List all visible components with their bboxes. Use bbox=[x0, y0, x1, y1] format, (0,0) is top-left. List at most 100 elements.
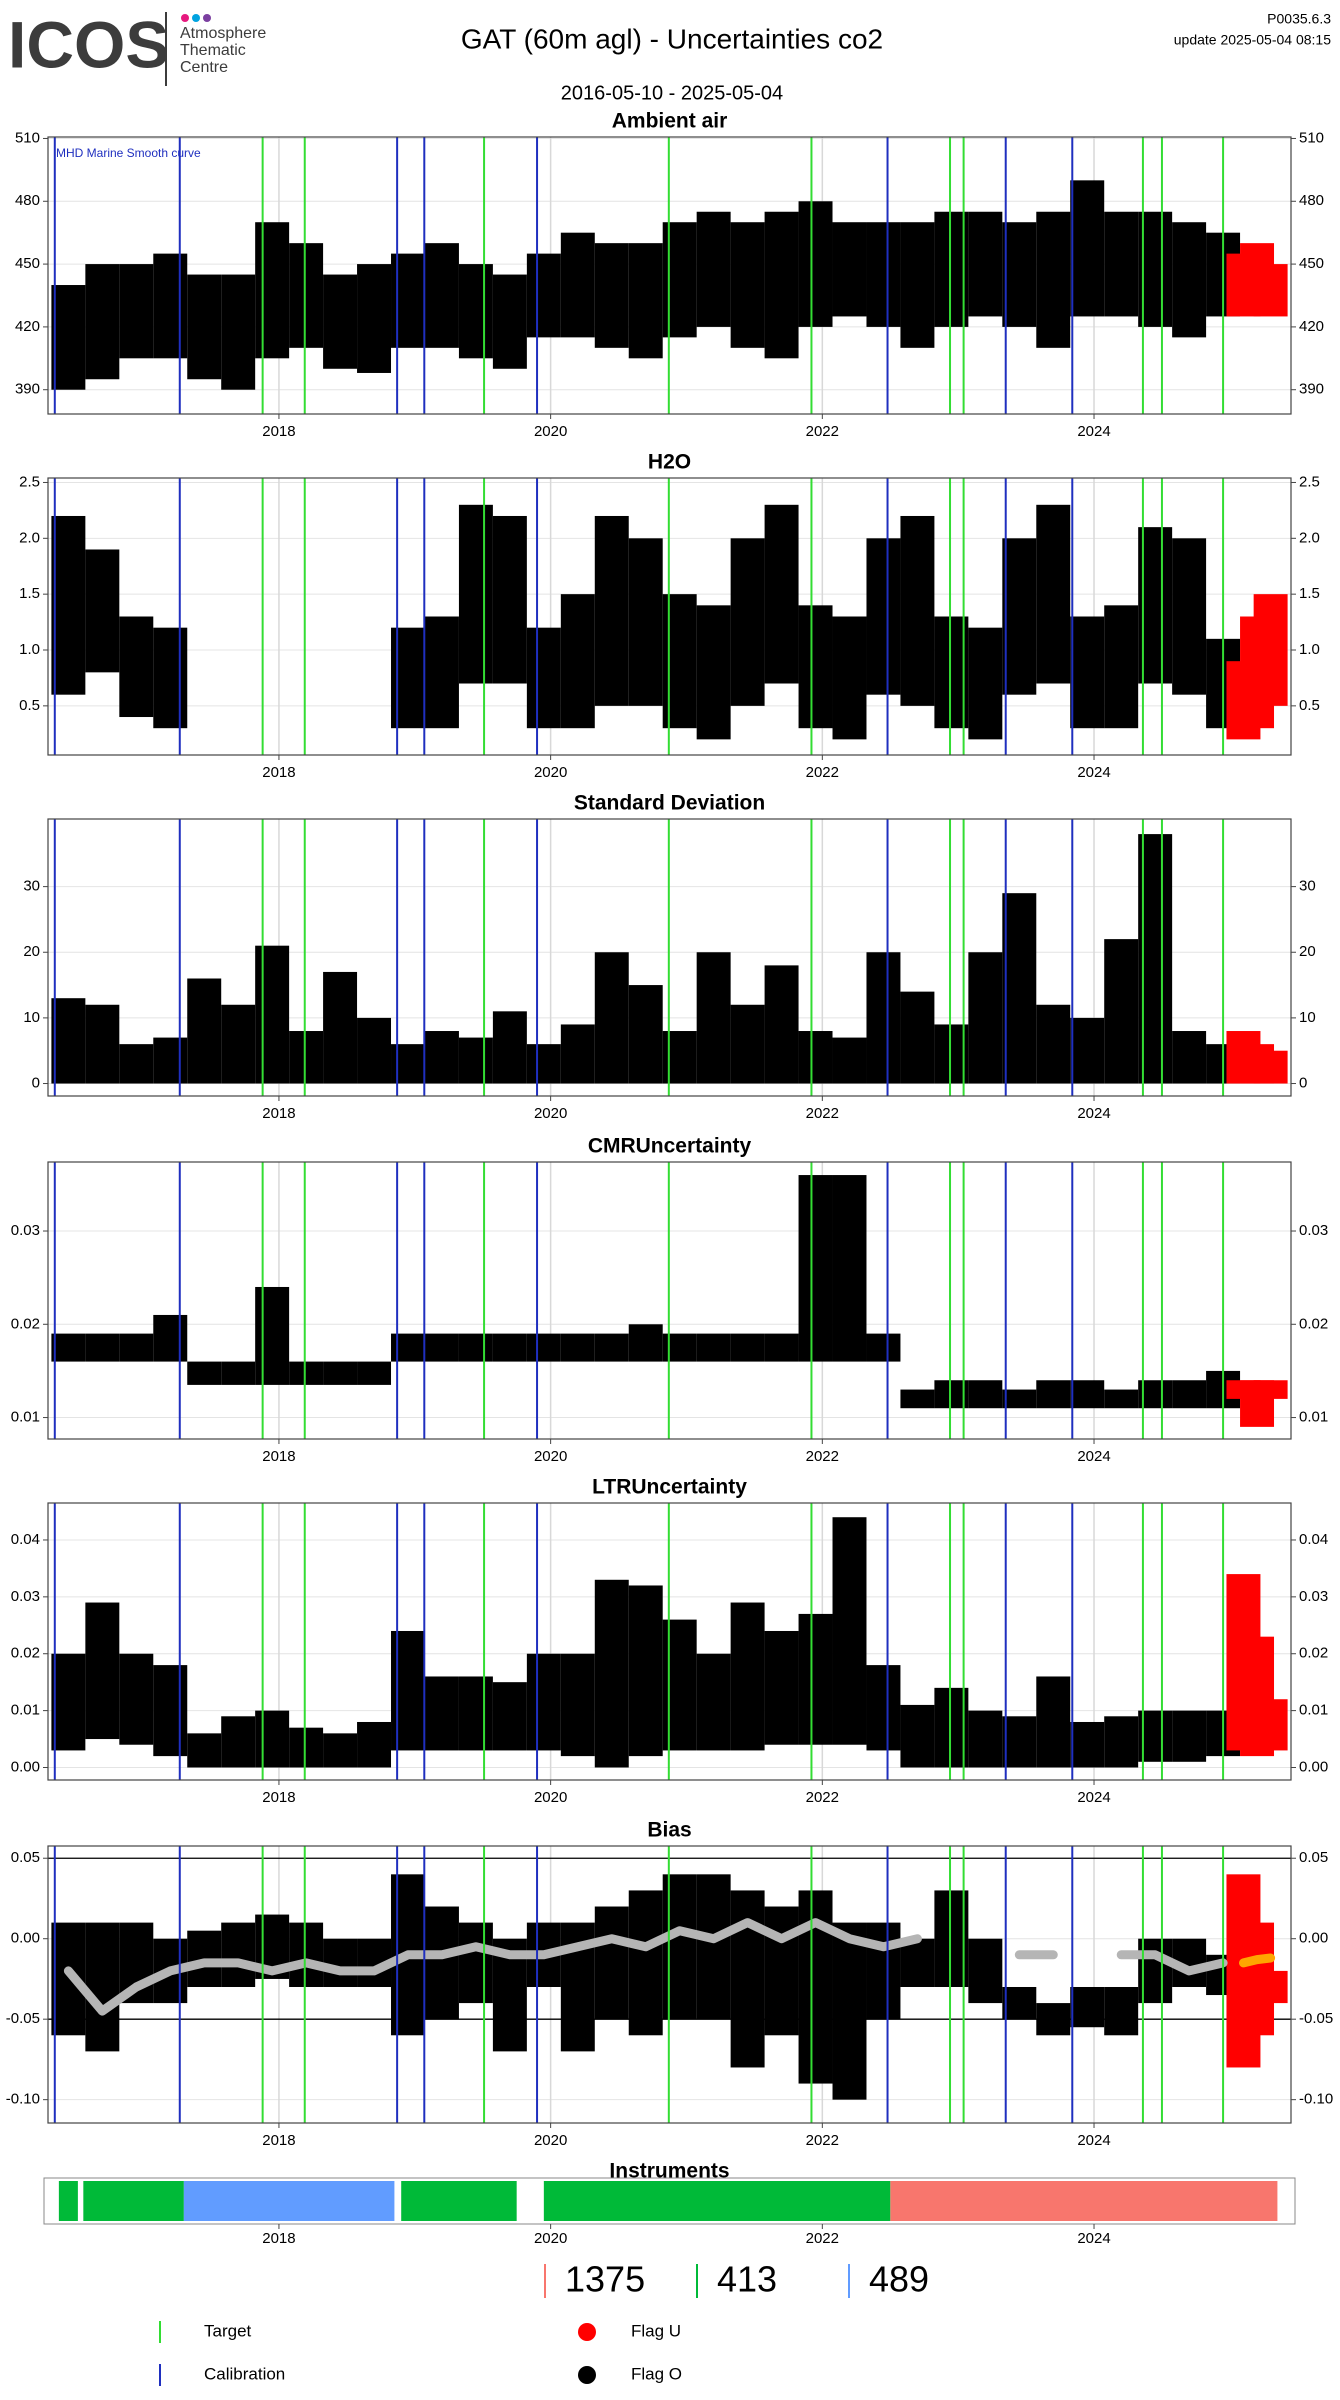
data-range bbox=[187, 1733, 222, 1768]
data-range bbox=[323, 1733, 358, 1768]
data-range bbox=[594, 1906, 629, 2020]
data-range bbox=[1253, 1050, 1288, 1084]
data-range bbox=[221, 274, 256, 390]
data-range bbox=[85, 264, 120, 380]
data-range bbox=[51, 1653, 86, 1751]
y2-tick-label: 0.04 bbox=[1299, 1531, 1328, 1548]
data-range bbox=[594, 952, 629, 1084]
instrument-period bbox=[83, 2181, 184, 2221]
logo-org: Centre bbox=[180, 59, 228, 76]
data-range bbox=[1253, 1380, 1288, 1399]
annotation: MHD Marine Smooth curve bbox=[56, 146, 201, 160]
y2-tick-label: 510 bbox=[1299, 129, 1324, 146]
x-tick-label: 2020 bbox=[534, 1105, 567, 1122]
y-tick-label: -0.10 bbox=[6, 2091, 40, 2108]
instrument-label: 489 bbox=[869, 2259, 929, 2300]
data-range bbox=[662, 1333, 697, 1362]
data-range bbox=[696, 1874, 731, 2020]
data-range bbox=[1070, 616, 1105, 729]
data-range bbox=[866, 1922, 901, 2020]
data-range bbox=[1036, 1676, 1071, 1768]
x-tick-label: 2018 bbox=[262, 1105, 295, 1122]
data-range bbox=[1002, 1716, 1037, 1768]
data-range bbox=[289, 243, 324, 348]
data-range bbox=[526, 627, 561, 729]
x-tick-label: 2018 bbox=[262, 423, 295, 440]
y-tick-label: 0.02 bbox=[11, 1645, 40, 1662]
data-range bbox=[968, 627, 1003, 740]
plot-area bbox=[48, 478, 1291, 755]
data-range bbox=[1253, 264, 1288, 317]
y2-tick-label: 390 bbox=[1299, 381, 1324, 398]
plot-area bbox=[48, 1503, 1291, 1780]
panel-title: Bias bbox=[647, 1819, 691, 1842]
data-range bbox=[730, 222, 765, 348]
data-range bbox=[357, 1721, 392, 1768]
data-range bbox=[221, 1004, 256, 1084]
data-range bbox=[764, 504, 799, 684]
data-range bbox=[1172, 1031, 1207, 1084]
data-range bbox=[696, 952, 731, 1084]
data-range bbox=[255, 945, 290, 1084]
panel-frame bbox=[47, 1502, 1292, 1781]
data-range bbox=[866, 538, 901, 695]
data-range bbox=[662, 594, 697, 729]
data-range bbox=[628, 1324, 663, 1362]
smooth-line bbox=[1239, 1953, 1276, 1968]
data-range bbox=[798, 605, 833, 729]
data-range bbox=[900, 222, 935, 348]
data-range bbox=[357, 1017, 392, 1084]
data-range bbox=[424, 616, 459, 729]
data-range bbox=[628, 1585, 663, 1757]
data-range bbox=[424, 243, 459, 348]
data-range bbox=[1104, 211, 1139, 317]
y-tick-label: -0.05 bbox=[6, 2010, 40, 2027]
y2-tick-label: 1.5 bbox=[1299, 585, 1320, 602]
data-range bbox=[1002, 222, 1037, 327]
data-range bbox=[560, 1653, 595, 1757]
data-range bbox=[900, 991, 935, 1084]
data-range bbox=[968, 211, 1003, 317]
data-range bbox=[85, 549, 120, 673]
panel-title: LTRUncertainty bbox=[592, 1476, 747, 1499]
logo-dot bbox=[192, 14, 200, 22]
data-range bbox=[458, 1676, 493, 1751]
data-range bbox=[1002, 893, 1037, 1084]
y-tick-label: 0.01 bbox=[11, 1409, 40, 1426]
data-range bbox=[866, 1333, 901, 1362]
data-range bbox=[51, 998, 86, 1084]
y2-tick-label: 0.00 bbox=[1299, 1930, 1328, 1947]
data-range bbox=[1253, 594, 1288, 706]
data-range bbox=[1172, 1380, 1207, 1409]
x-tick-label: 2020 bbox=[534, 764, 567, 781]
y2-tick-label: 10 bbox=[1299, 1009, 1316, 1026]
data-range bbox=[662, 1031, 697, 1084]
data-range bbox=[492, 1682, 527, 1751]
plot-area bbox=[48, 1846, 1291, 2123]
data-range bbox=[187, 1361, 222, 1385]
y2-tick-label: 30 bbox=[1299, 878, 1316, 895]
data-range bbox=[289, 1922, 324, 1987]
plot-area bbox=[48, 1162, 1291, 1439]
data-range bbox=[594, 1333, 629, 1362]
data-range bbox=[798, 1613, 833, 1745]
data-range bbox=[832, 222, 867, 317]
x-tick-label: 2022 bbox=[806, 423, 839, 440]
logo-dot bbox=[203, 14, 211, 22]
data-range bbox=[526, 1044, 561, 1084]
data-range bbox=[458, 1922, 493, 2004]
data-range bbox=[628, 538, 663, 706]
data-range bbox=[730, 1004, 765, 1084]
y2-tick-label: 0.5 bbox=[1299, 697, 1320, 714]
y2-tick-label: 450 bbox=[1299, 255, 1324, 272]
data-range bbox=[119, 264, 154, 359]
data-range bbox=[1070, 1721, 1105, 1768]
x-tick-label: 2018 bbox=[262, 764, 295, 781]
data-range bbox=[1070, 1017, 1105, 1084]
instrument-period bbox=[183, 2181, 395, 2221]
data-range bbox=[1002, 1389, 1037, 1409]
y-tick-label: 0.00 bbox=[11, 1758, 40, 1775]
data-range bbox=[900, 1389, 935, 1409]
y2-tick-label: 0.01 bbox=[1299, 1409, 1328, 1426]
